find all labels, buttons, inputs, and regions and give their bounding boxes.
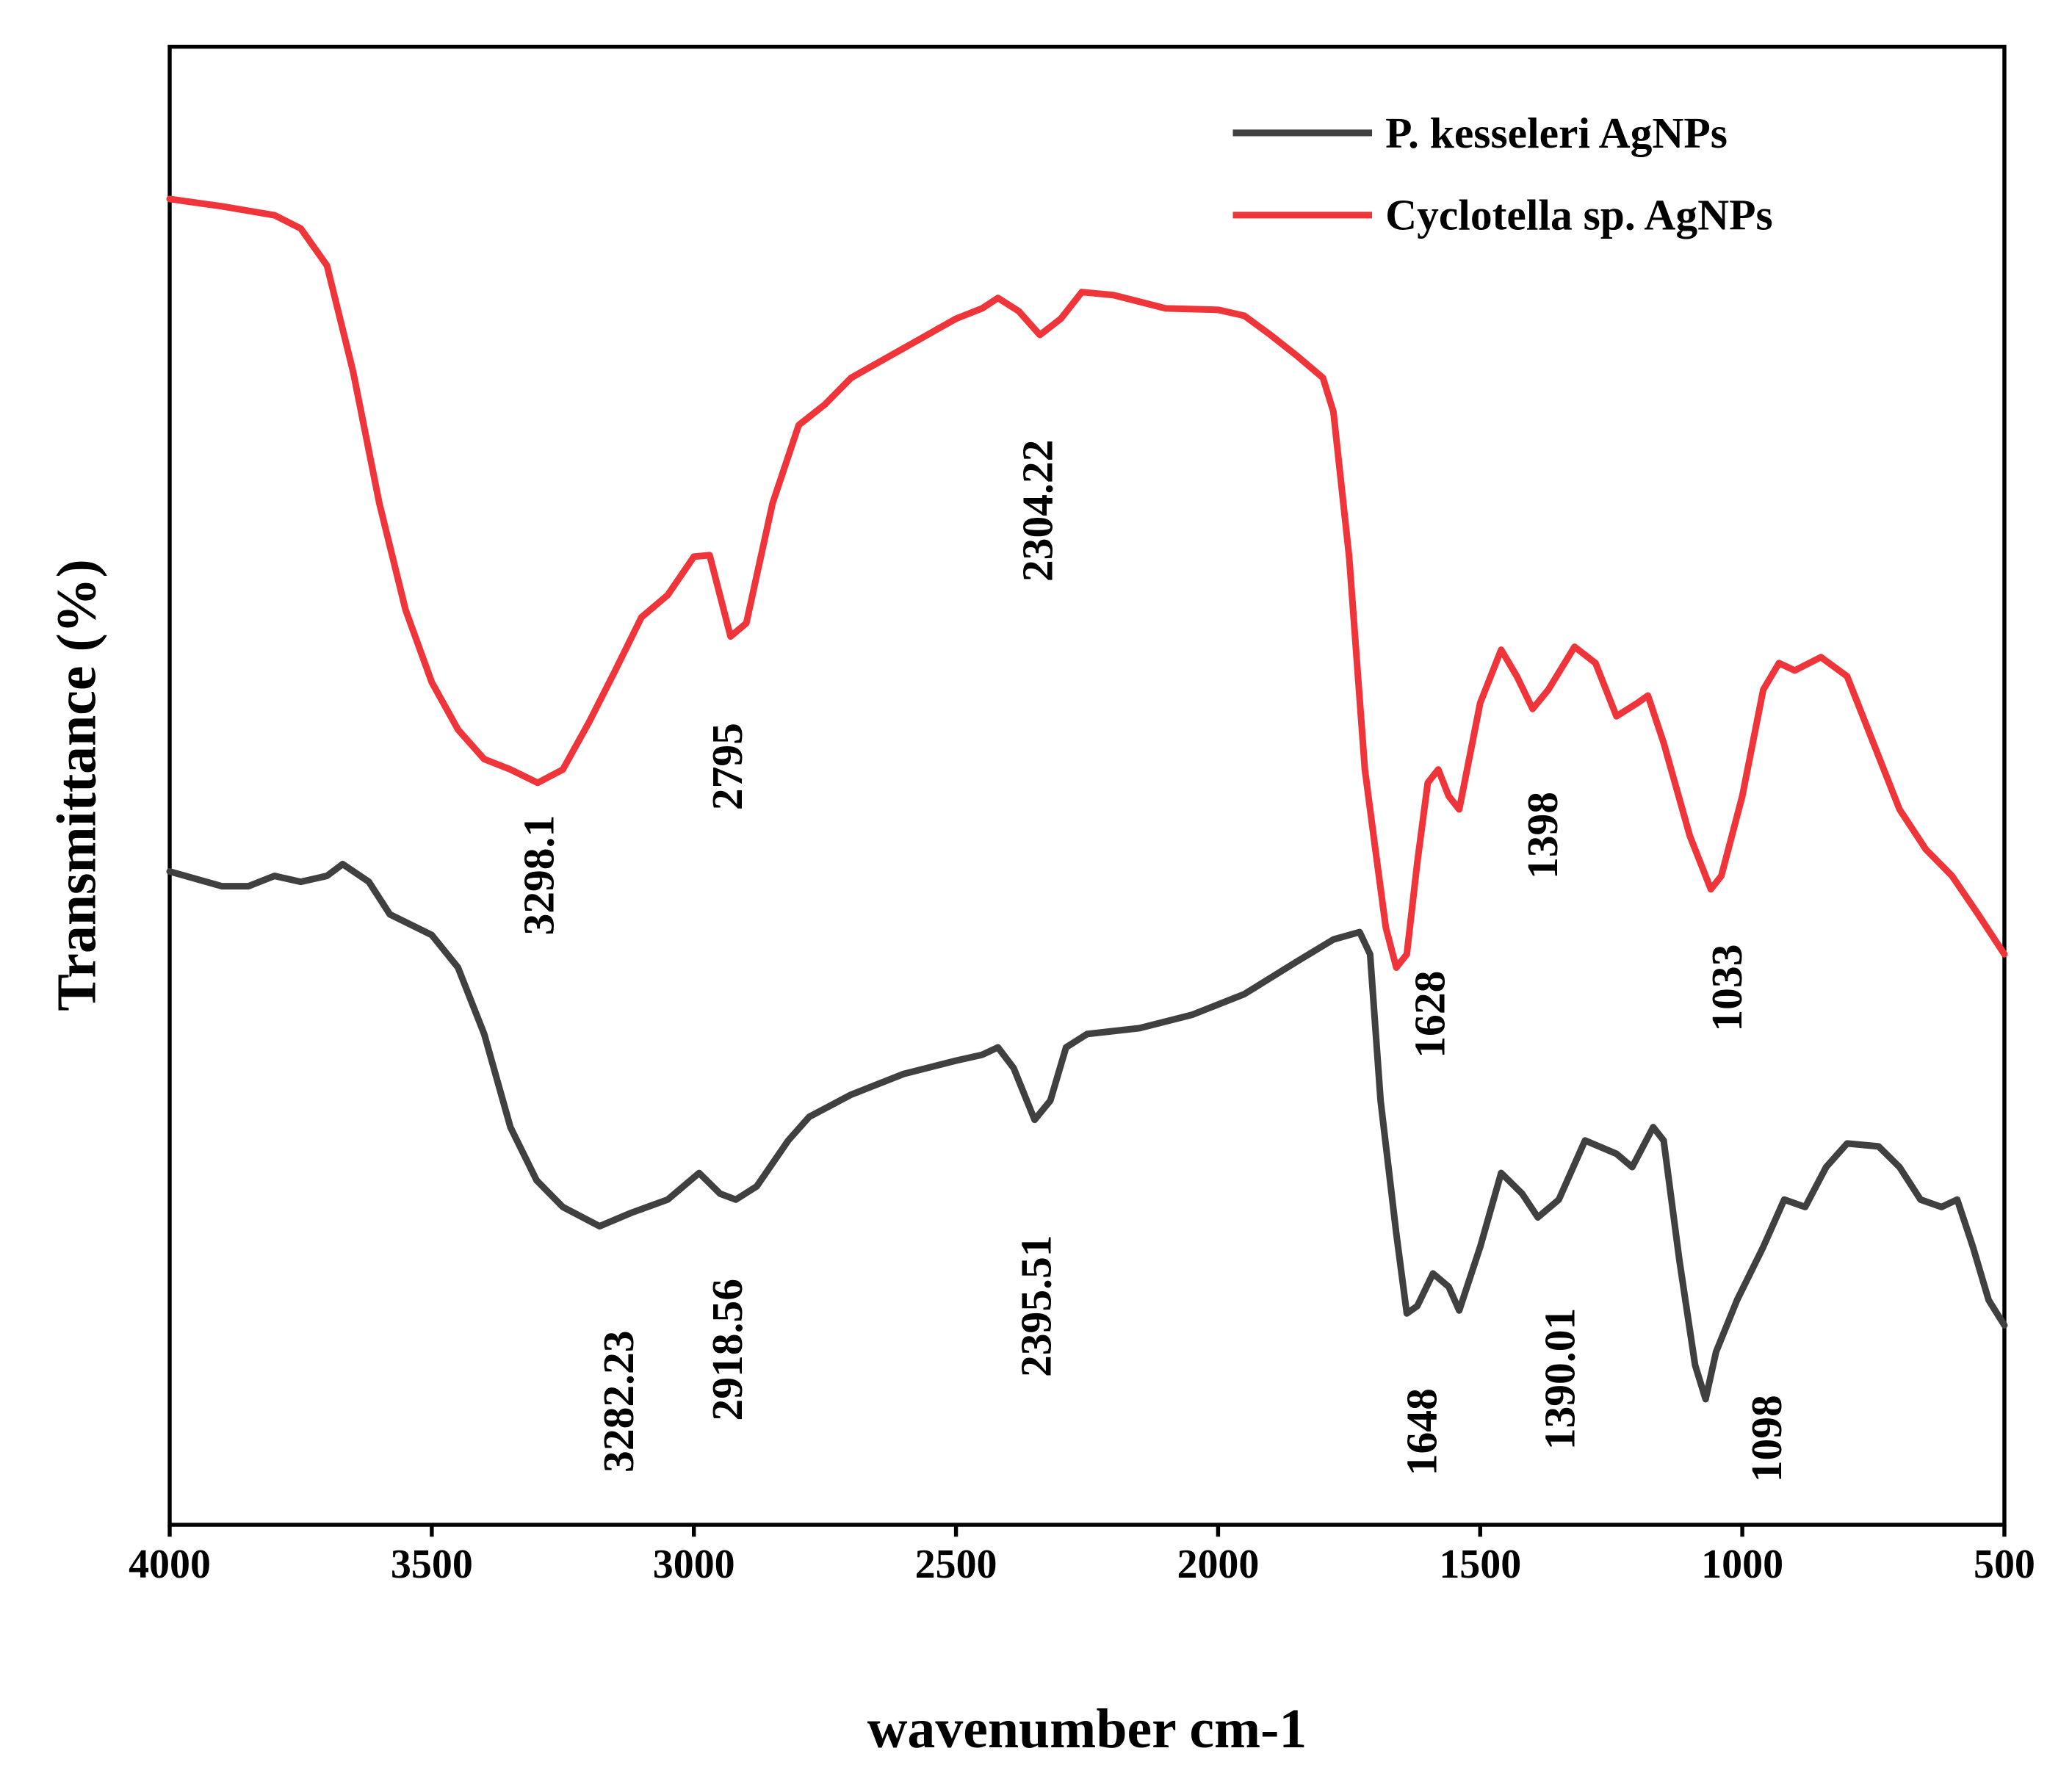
series-line [166, 195, 2008, 971]
x-tick-label: 3000 [653, 1542, 735, 1587]
peak-annotation: 3298.1 [515, 815, 563, 936]
y-axis-label: Transmittance (%) [46, 559, 107, 1011]
x-tick-label: 1000 [1701, 1542, 1783, 1587]
peak-annotation: 1098 [1742, 1395, 1791, 1482]
x-tick-label: 1500 [1439, 1542, 1521, 1587]
x-tick-label: 500 [1974, 1542, 2035, 1587]
x-tick-label: 3500 [391, 1542, 473, 1587]
x-axis-label: wavenumber cm-1 [867, 1698, 1307, 1760]
peak-annotation: 3282.23 [594, 1330, 643, 1473]
legend-label: Cyclotella sp. AgNPs [1385, 191, 1773, 239]
peak-annotation: 2795 [703, 723, 751, 810]
peak-annotation: 1390.01 [1535, 1308, 1584, 1451]
peak-annotation: 2304.22 [1013, 440, 1061, 582]
plot-frame [167, 44, 2007, 1527]
x-tick-label: 2500 [915, 1542, 997, 1587]
x-tick-label: 4000 [129, 1542, 211, 1587]
legend-label: P. kesseleri AgNPs [1385, 109, 1728, 157]
series-line [166, 860, 2008, 1403]
peak-annotation: 1628 [1406, 971, 1454, 1058]
peak-annotation: 1033 [1703, 945, 1751, 1032]
peak-annotation: 1398 [1518, 792, 1567, 879]
x-tick-label: 2000 [1177, 1542, 1259, 1587]
peak-annotation: 2395.51 [1011, 1235, 1060, 1377]
peak-annotation: 1648 [1398, 1388, 1446, 1476]
peak-annotation: 2918.56 [703, 1279, 751, 1421]
